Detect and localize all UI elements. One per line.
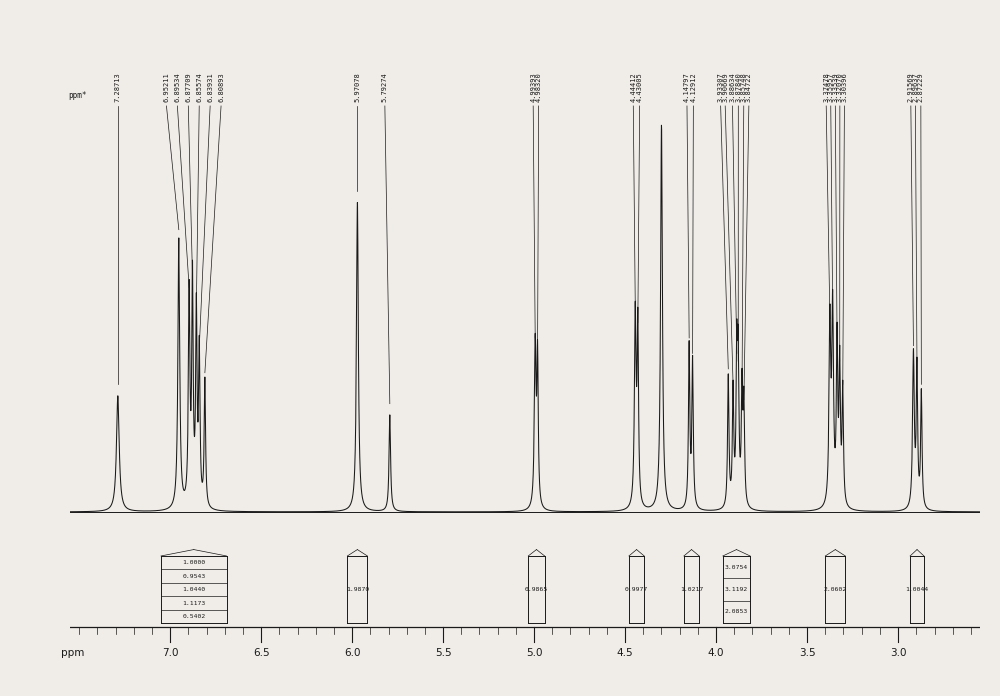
Text: 3.33539: 3.33539 [832, 72, 838, 102]
Text: 5.0: 5.0 [526, 648, 542, 658]
Text: 2.87229: 2.87229 [918, 72, 924, 102]
Text: 5.97078: 5.97078 [354, 72, 360, 102]
Text: 6.95211: 6.95211 [163, 72, 169, 102]
Text: 4.5: 4.5 [617, 648, 633, 658]
Text: 1.1173: 1.1173 [182, 601, 205, 606]
Text: 2.0602: 2.0602 [824, 587, 847, 592]
Text: 7.0: 7.0 [162, 648, 178, 658]
Text: 3.0: 3.0 [890, 648, 906, 658]
Text: 1.9870: 1.9870 [346, 587, 369, 592]
Text: 4.43005: 4.43005 [637, 72, 643, 102]
Text: 1.0044: 1.0044 [905, 587, 929, 592]
Text: 0.9543: 0.9543 [182, 574, 205, 578]
Text: 3.85748: 3.85748 [741, 72, 747, 102]
Text: 2.0853: 2.0853 [725, 610, 748, 615]
Text: 6.89534: 6.89534 [174, 72, 180, 102]
Text: 3.0754: 3.0754 [725, 564, 748, 569]
Text: 2.89637: 2.89637 [912, 72, 918, 102]
Text: 4.98320: 4.98320 [536, 72, 542, 102]
Text: 1.0440: 1.0440 [182, 587, 205, 592]
Text: 3.30396: 3.30396 [841, 72, 847, 102]
Text: 3.32070: 3.32070 [837, 72, 843, 102]
Text: 3.88634: 3.88634 [729, 72, 735, 102]
Text: 3.90669: 3.90669 [722, 72, 728, 102]
Text: 3.1192: 3.1192 [725, 587, 748, 592]
Text: 0.9977: 0.9977 [625, 587, 648, 592]
Text: 6.87709: 6.87709 [185, 72, 191, 102]
Text: 4.44412: 4.44412 [630, 72, 636, 102]
Text: 4.14797: 4.14797 [684, 72, 690, 102]
Text: 6.85574: 6.85574 [196, 72, 202, 102]
Text: 7.28713: 7.28713 [115, 72, 121, 102]
Text: 0.9865: 0.9865 [525, 587, 548, 592]
Text: 3.87840: 3.87840 [735, 72, 741, 102]
Text: ppm: ppm [61, 648, 84, 658]
Text: 1.0000: 1.0000 [182, 560, 205, 565]
Text: ppm*: ppm* [68, 91, 87, 100]
Text: 5.5: 5.5 [435, 648, 451, 658]
Text: 2.91569: 2.91569 [908, 72, 914, 102]
Text: 3.35957: 3.35957 [828, 72, 834, 102]
Text: 6.5: 6.5 [253, 648, 269, 658]
Text: 3.84722: 3.84722 [746, 72, 752, 102]
Text: 3.5: 3.5 [799, 648, 815, 658]
Text: 6.83931: 6.83931 [207, 72, 213, 102]
Text: 6.80893: 6.80893 [218, 72, 224, 102]
Text: 3.37478: 3.37478 [823, 72, 829, 102]
Text: 3.93307: 3.93307 [718, 72, 724, 102]
Text: 5.79274: 5.79274 [382, 72, 388, 102]
Text: 4.99393: 4.99393 [530, 72, 536, 102]
Text: 1.0217: 1.0217 [680, 587, 703, 592]
Text: 0.5402: 0.5402 [182, 614, 205, 619]
Text: 4.0: 4.0 [708, 648, 724, 658]
Text: 6.0: 6.0 [344, 648, 360, 658]
Text: 4.12912: 4.12912 [690, 72, 696, 102]
